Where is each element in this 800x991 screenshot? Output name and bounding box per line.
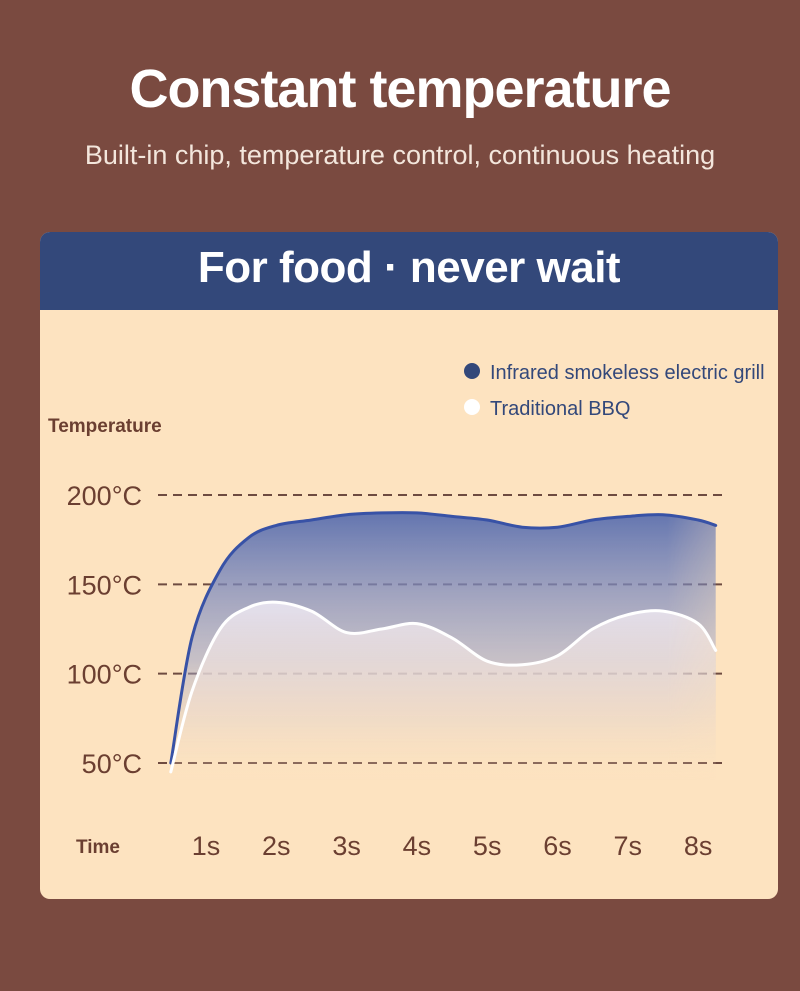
x-tick-label: 4s <box>403 831 432 861</box>
x-tick-label: 1s <box>192 831 221 861</box>
series-line-bbq <box>169 600 718 774</box>
y-tick-label: 200°C <box>67 481 142 511</box>
y-tick-label: 100°C <box>67 660 142 690</box>
x-tick-label: 5s <box>473 831 502 861</box>
page-subtitle: Built-in chip, temperature control, cont… <box>84 140 716 170</box>
y-axis-title: Temperature <box>48 416 162 437</box>
x-tick-label: 3s <box>332 831 361 861</box>
x-tick-label: 8s <box>684 831 713 861</box>
legend-marker-bbq <box>464 399 480 415</box>
x-tick-label: 6s <box>543 831 572 861</box>
y-tick-label: 150°C <box>67 570 142 600</box>
temperature-chart: Infrared smokeless electric grill Tradit… <box>48 362 765 861</box>
legend: Infrared smokeless electric grill Tradit… <box>464 362 765 420</box>
x-tick-label: 2s <box>262 831 291 861</box>
area-bbq <box>170 602 716 780</box>
legend-label-bbq: Traditional BBQ <box>490 398 630 420</box>
page-title: Constant temperature <box>129 59 671 119</box>
x-tick-label: 7s <box>614 831 643 861</box>
y-tick-label: 50°C <box>82 749 142 779</box>
series-line-grill <box>169 511 718 765</box>
legend-marker-grill <box>464 363 480 379</box>
legend-label-grill: Infrared smokeless electric grill <box>490 362 765 384</box>
chart-card: For food · never wait Inf <box>40 232 778 899</box>
x-axis-title: Time <box>76 837 120 858</box>
card-title: For food · never wait <box>40 232 778 310</box>
